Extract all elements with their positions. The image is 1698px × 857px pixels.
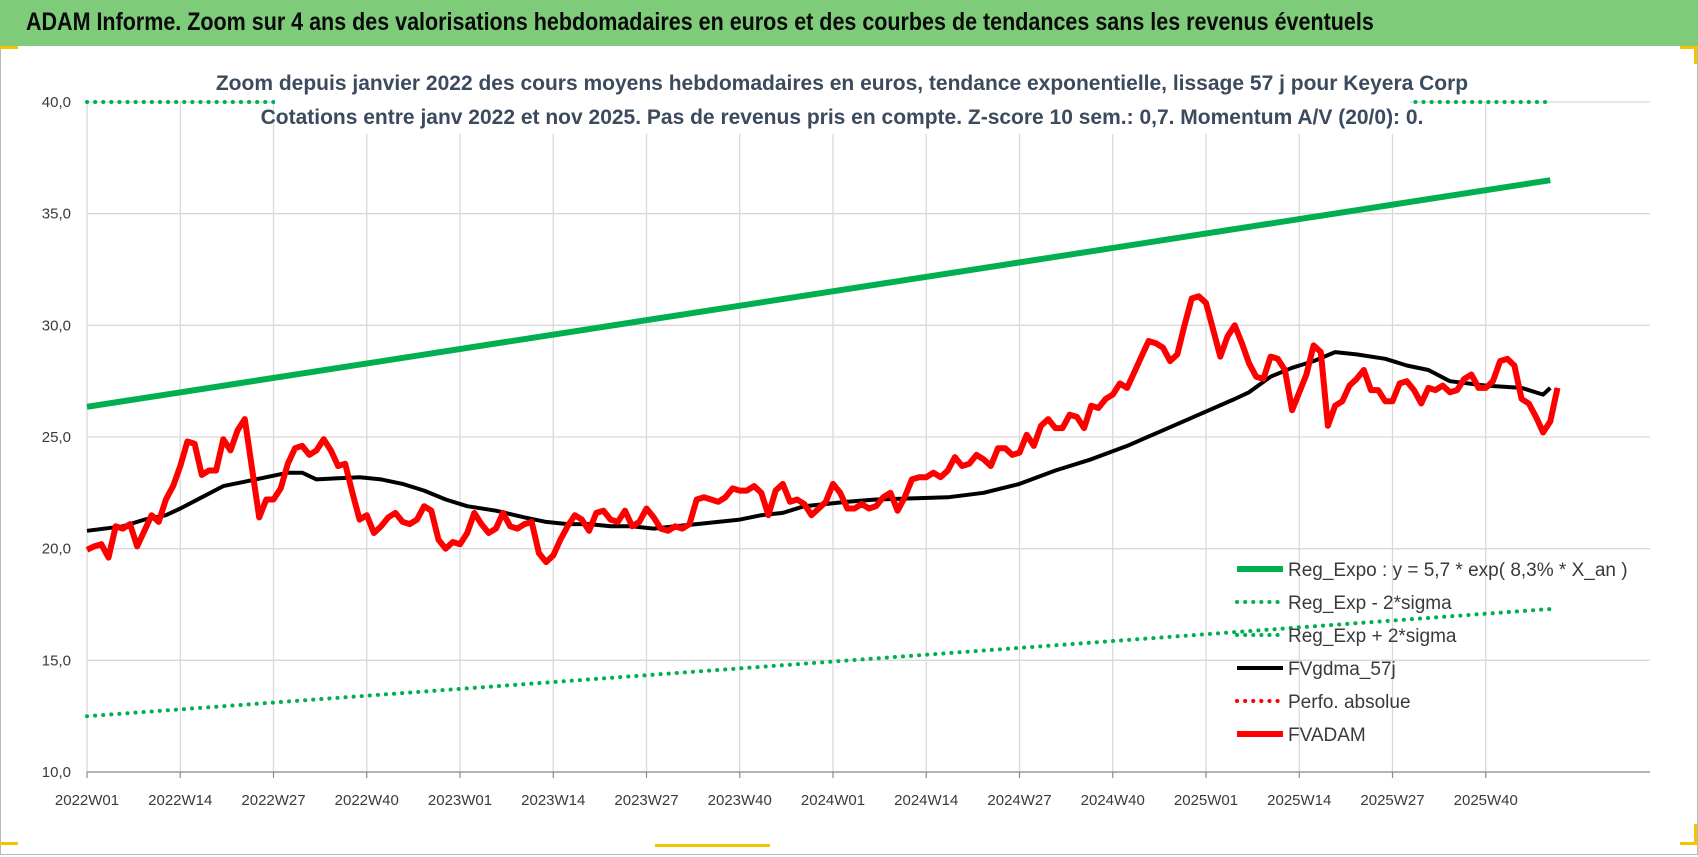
- banner-title: ADAM Informe. Zoom sur 4 ans des valoris…: [26, 8, 1374, 36]
- legend-label-4: Perfo. absolue: [1288, 692, 1411, 713]
- y-tick-label: 30,0: [42, 317, 71, 334]
- frame-marker-bottom-center: [655, 844, 770, 847]
- frame-corner-top-left: [0, 46, 18, 49]
- x-tick-label: 2022W14: [148, 792, 212, 809]
- x-tick-label: 2023W01: [428, 792, 492, 809]
- x-tick-label: 2024W14: [894, 792, 958, 809]
- legend-label-1: Reg_Exp - 2*sigma: [1288, 593, 1452, 614]
- y-tick-label: 35,0: [42, 206, 71, 223]
- series-line-1: [85, 607, 1553, 719]
- x-tick-label: 2024W01: [801, 792, 865, 809]
- title-banner: ADAM Informe. Zoom sur 4 ans des valoris…: [0, 0, 1698, 46]
- x-tick-label: 2024W27: [987, 792, 1051, 809]
- y-tick-label: 15,0: [42, 652, 71, 669]
- legend-label-2: Reg_Exp + 2*sigma: [1288, 626, 1457, 647]
- frame-corner-top-right-v: [1694, 46, 1697, 64]
- x-tick-label: 2022W01: [55, 792, 119, 809]
- frame-corner-bottom-right: [1680, 842, 1698, 845]
- x-tick-label: 2025W14: [1267, 792, 1331, 809]
- chart-title: Zoom depuis janvier 2022 des cours moyen…: [216, 72, 1468, 95]
- frame-corner-top-right: [1680, 46, 1698, 49]
- axes: 10,0 15,0 20,0 25,0 30,0 35,0 40,0 2022W01 2022W…: [42, 94, 1650, 809]
- chart-subtitle: Cotations entre janv 2022 et nov 2025. P…: [261, 106, 1424, 129]
- legend-label-5: FVADAM: [1288, 725, 1366, 746]
- legend-label-3: FVgdma_57j: [1288, 659, 1396, 680]
- legend-label-0: Reg_Expo : y = 5,7 * exp( 8,3% * X_an ): [1288, 560, 1628, 581]
- series-line-5: [85, 293, 1561, 566]
- x-tick-label: 2024W40: [1081, 792, 1145, 809]
- x-tick-label: 2025W40: [1454, 792, 1518, 809]
- series-layer: [85, 100, 1561, 719]
- x-tick-label: 2022W40: [335, 792, 399, 809]
- x-tick-label: 2025W01: [1174, 792, 1238, 809]
- x-tick-label: 2023W27: [614, 792, 678, 809]
- x-tick-label: 2022W27: [241, 792, 305, 809]
- series-line-0: [86, 177, 1551, 410]
- y-tick-label: 10,0: [42, 764, 71, 781]
- legend: Reg_Expo : y = 5,7 * exp( 8,3% * X_an ) R…: [1235, 560, 1628, 746]
- x-tick-label: 2023W14: [521, 792, 585, 809]
- y-tick-label: 40,0: [42, 94, 71, 111]
- frame-corner-bottom-left: [0, 842, 18, 845]
- y-tick-label: 25,0: [42, 429, 71, 446]
- x-tick-label: 2023W40: [708, 792, 772, 809]
- frame-corner-bottom-right-v: [1694, 824, 1697, 842]
- series-line-3: [86, 350, 1552, 533]
- subtitle-background: [275, 64, 1410, 134]
- y-tick-label: 20,0: [42, 541, 71, 558]
- x-tick-label: 2025W27: [1360, 792, 1424, 809]
